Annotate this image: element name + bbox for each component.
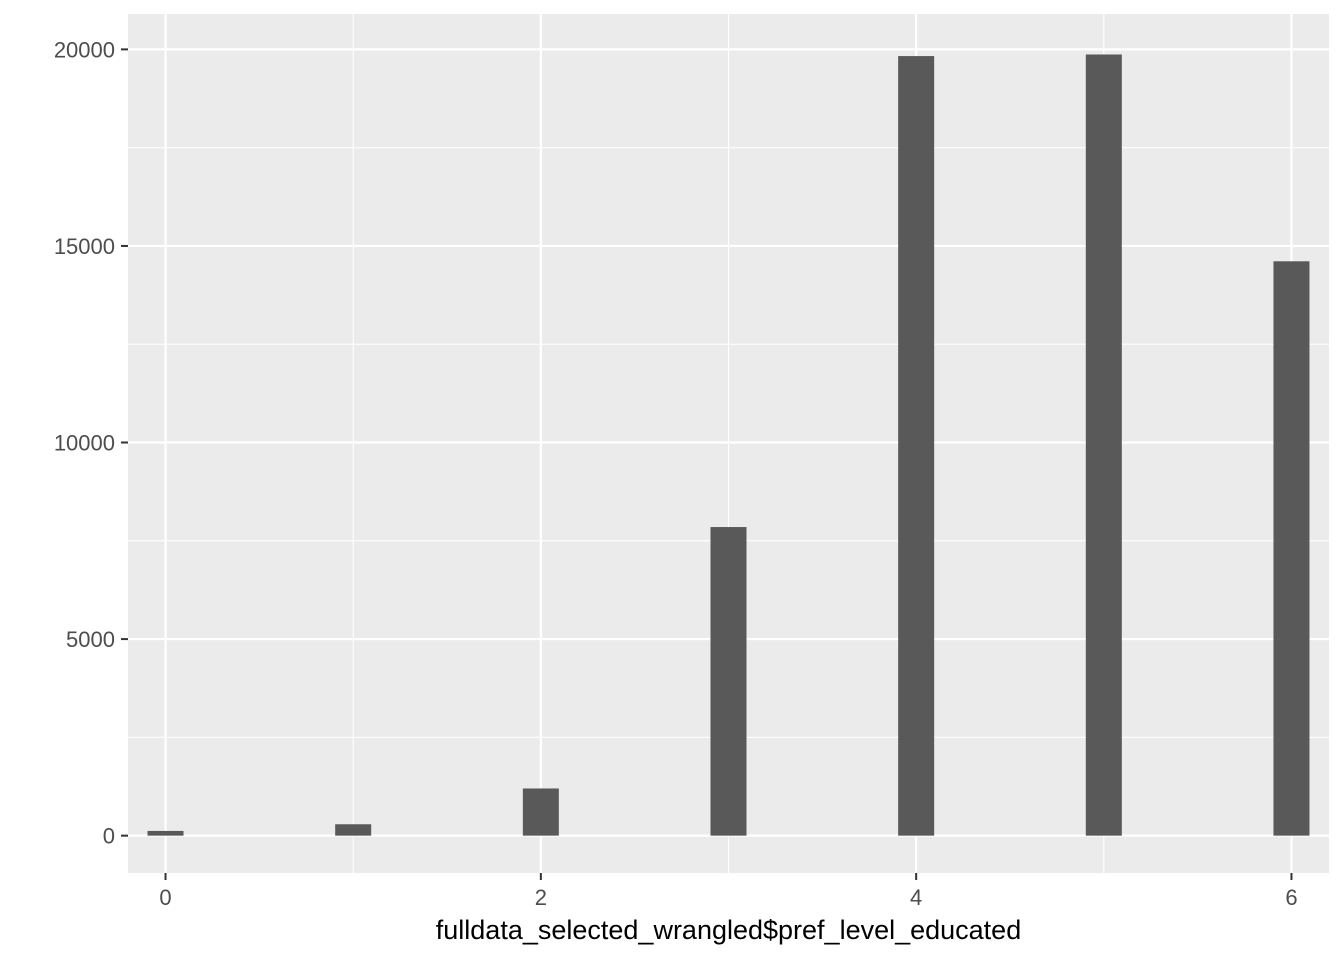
x-tick-label: 2	[535, 885, 547, 910]
bar	[898, 56, 935, 836]
y-tick-label: 20000	[54, 37, 115, 62]
y-tick-label: 0	[103, 824, 115, 849]
x-axis-title: fulldata_selected_wrangled$pref_level_ed…	[436, 915, 1021, 945]
x-tick-label: 0	[159, 885, 171, 910]
y-tick-label: 15000	[54, 234, 115, 259]
bar	[710, 527, 747, 836]
bar	[522, 788, 559, 836]
bar	[335, 824, 372, 836]
y-axis: 0 5000 10000 15000 20000	[54, 37, 128, 849]
bar	[1273, 261, 1310, 836]
bar	[1085, 54, 1122, 836]
bar	[147, 830, 184, 836]
bars	[147, 54, 1310, 836]
y-tick-label: 10000	[54, 431, 115, 456]
x-tick-label: 6	[1285, 885, 1297, 910]
y-tick-label: 5000	[66, 627, 115, 652]
x-tick-label: 4	[910, 885, 922, 910]
x-axis: 0 2 4 6	[159, 873, 1298, 910]
